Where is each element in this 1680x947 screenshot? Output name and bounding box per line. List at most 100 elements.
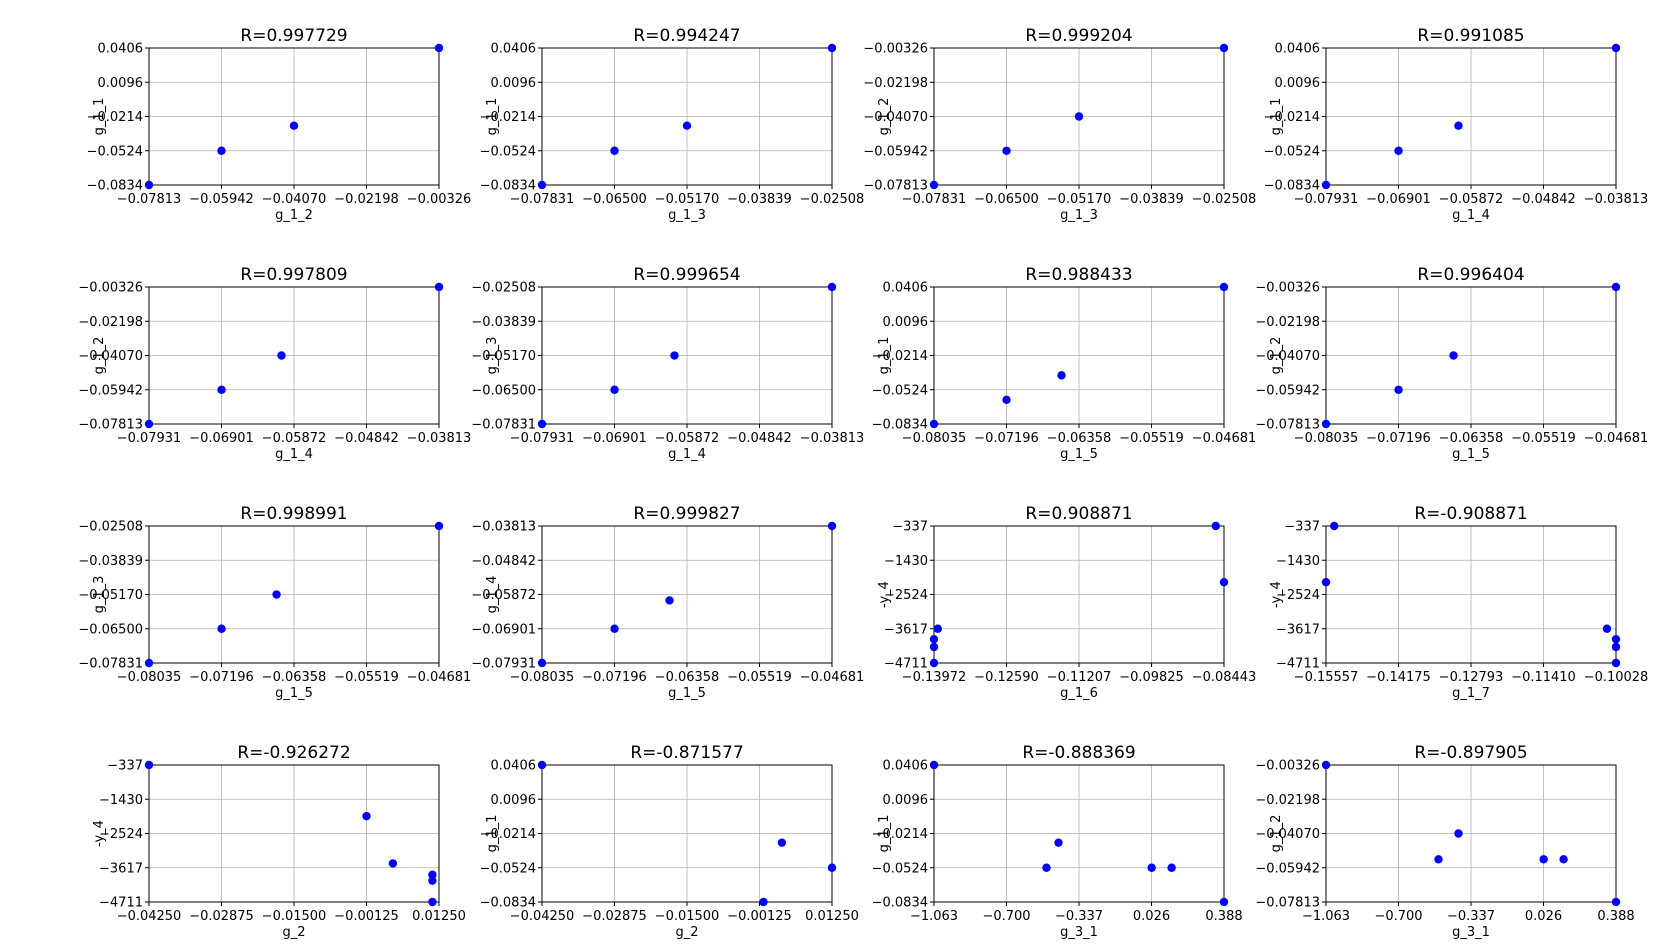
y-axis-label: -y_4 xyxy=(877,581,892,608)
x-tick-label: 0.01250 xyxy=(805,909,859,924)
chart-title: R=0.997809 xyxy=(240,265,347,285)
data-point xyxy=(217,624,226,633)
y-tick-label: −2524 xyxy=(884,588,928,603)
x-axis-label: g_1_7 xyxy=(1452,686,1490,701)
y-tick-label: −0.04842 xyxy=(471,554,536,569)
data-point xyxy=(827,521,837,531)
x-tick-label: −0.00326 xyxy=(407,192,472,207)
data-point xyxy=(1454,829,1463,838)
x-tick-label: −0.07931 xyxy=(117,431,182,446)
x-tick-label: −0.02198 xyxy=(334,192,399,207)
data-point xyxy=(289,121,299,130)
chart-title: R=-0.908871 xyxy=(1414,504,1527,524)
data-point xyxy=(428,876,437,885)
data-point xyxy=(362,811,371,821)
y-tick-label: 0.0406 xyxy=(491,42,537,57)
y-tick-label: −0.02198 xyxy=(78,315,143,330)
x-tick-label: −0.08035 xyxy=(117,670,182,685)
x-tick-label: −0.07196 xyxy=(582,670,647,685)
data-point xyxy=(1321,577,1331,587)
x-tick-label: −0.06500 xyxy=(582,192,647,207)
y-tick-label: −0.0834 xyxy=(480,896,536,911)
x-tick-label: −0.04070 xyxy=(262,192,327,207)
chart-title: R=-0.888369 xyxy=(1022,743,1135,763)
y-tick-label: −337 xyxy=(892,520,928,535)
chart-panel-12: −0.15557 −0.14175 −0.12793 −0.11410 −0.10028… xyxy=(1269,504,1648,701)
chart-title: R=0.999654 xyxy=(633,265,740,285)
y-tick-label: −0.02508 xyxy=(78,520,143,535)
chart-title: R=-0.871577 xyxy=(630,743,743,763)
chart-panel-15: −1.063 −0.700 −0.337 0.026 0.388 −0.0834 −0.05… xyxy=(872,743,1243,940)
x-tick-label: −0.07931 xyxy=(510,431,575,446)
x-tick-label: −0.03839 xyxy=(727,192,792,207)
x-axis-label: g_1_4 xyxy=(275,447,313,462)
data-point xyxy=(144,760,154,770)
x-tick-label: −0.05872 xyxy=(262,431,327,446)
y-tick-label: −1430 xyxy=(99,793,143,808)
x-axis-label: g_2 xyxy=(675,925,698,940)
y-tick-label: −1430 xyxy=(1276,554,1320,569)
chart-panel-8: −0.08035 −0.07196 −0.06358 −0.05519 −0.04681… xyxy=(1255,265,1648,462)
data-point xyxy=(682,121,692,130)
chart-title: R=0.998991 xyxy=(240,504,347,524)
chart-panel-13: −0.04250 −0.02875 −0.01500 −0.00125 0.01250 −… xyxy=(92,743,466,940)
y-tick-label: −0.0214 xyxy=(1264,110,1320,125)
y-tick-label: −0.02198 xyxy=(1255,793,1320,808)
y-axis-label: g_1_1 xyxy=(877,337,892,375)
y-tick-label: −3617 xyxy=(1276,622,1320,637)
data-point xyxy=(428,870,437,879)
y-tick-label: −337 xyxy=(107,759,143,774)
y-axis-label: g_1_2 xyxy=(92,337,107,375)
y-tick-label: −0.0214 xyxy=(87,110,143,125)
data-point xyxy=(1211,521,1220,531)
data-point xyxy=(388,859,398,868)
x-tick-label: −0.03813 xyxy=(407,431,472,446)
y-tick-label: −0.0524 xyxy=(872,383,928,398)
chart-title: R=0.908871 xyxy=(1025,504,1132,524)
y-tick-label: 0.0406 xyxy=(1275,42,1321,57)
data-point xyxy=(1219,282,1229,292)
y-axis-label: g_1_3 xyxy=(485,337,500,375)
x-tick-label: −0.07831 xyxy=(902,192,967,207)
data-point xyxy=(217,385,226,394)
y-tick-label: −0.07831 xyxy=(78,657,143,672)
y-tick-label: −0.06500 xyxy=(471,383,536,398)
y-tick-label: −0.0834 xyxy=(480,179,536,194)
x-tick-label: −0.06901 xyxy=(1366,192,1431,207)
y-tick-label: −0.00326 xyxy=(1255,759,1320,774)
x-tick-label: −0.04681 xyxy=(407,670,472,685)
data-point xyxy=(1454,121,1463,130)
data-point xyxy=(1611,282,1621,292)
data-point xyxy=(272,590,281,599)
x-tick-label: 0.388 xyxy=(1205,909,1242,924)
y-axis-label: g_1_1 xyxy=(92,98,107,136)
x-axis-label: g_1_5 xyxy=(1452,447,1490,462)
x-tick-label: −0.02875 xyxy=(189,909,254,924)
x-tick-label: −0.08035 xyxy=(510,670,575,685)
x-tick-label: −1.063 xyxy=(1302,909,1350,924)
x-tick-label: −0.14175 xyxy=(1366,670,1431,685)
data-point xyxy=(827,282,837,292)
data-point xyxy=(1611,43,1621,53)
y-tick-label: −0.0214 xyxy=(480,827,536,842)
chart-title: R=0.999827 xyxy=(633,504,740,524)
x-tick-label: −0.09825 xyxy=(1119,670,1184,685)
x-axis-label: g_1_5 xyxy=(668,686,706,701)
y-tick-label: −0.0834 xyxy=(872,418,928,433)
y-tick-label: −0.02198 xyxy=(863,76,928,91)
y-tick-label: −0.05942 xyxy=(863,144,928,159)
y-tick-label: −0.06500 xyxy=(78,622,143,637)
y-tick-label: −0.0834 xyxy=(872,896,928,911)
y-tick-label: 0.0096 xyxy=(883,793,929,808)
data-point xyxy=(1611,658,1621,668)
x-tick-label: −0.08035 xyxy=(902,431,967,446)
data-point xyxy=(1559,855,1568,864)
y-tick-label: −0.03813 xyxy=(471,520,536,535)
data-point xyxy=(1147,863,1156,872)
data-point xyxy=(610,385,619,394)
x-tick-label: −0.01500 xyxy=(262,909,327,924)
y-axis-label: g_1_1 xyxy=(485,815,500,853)
y-tick-label: −0.05942 xyxy=(1255,383,1320,398)
x-tick-label: −0.06358 xyxy=(655,670,720,685)
